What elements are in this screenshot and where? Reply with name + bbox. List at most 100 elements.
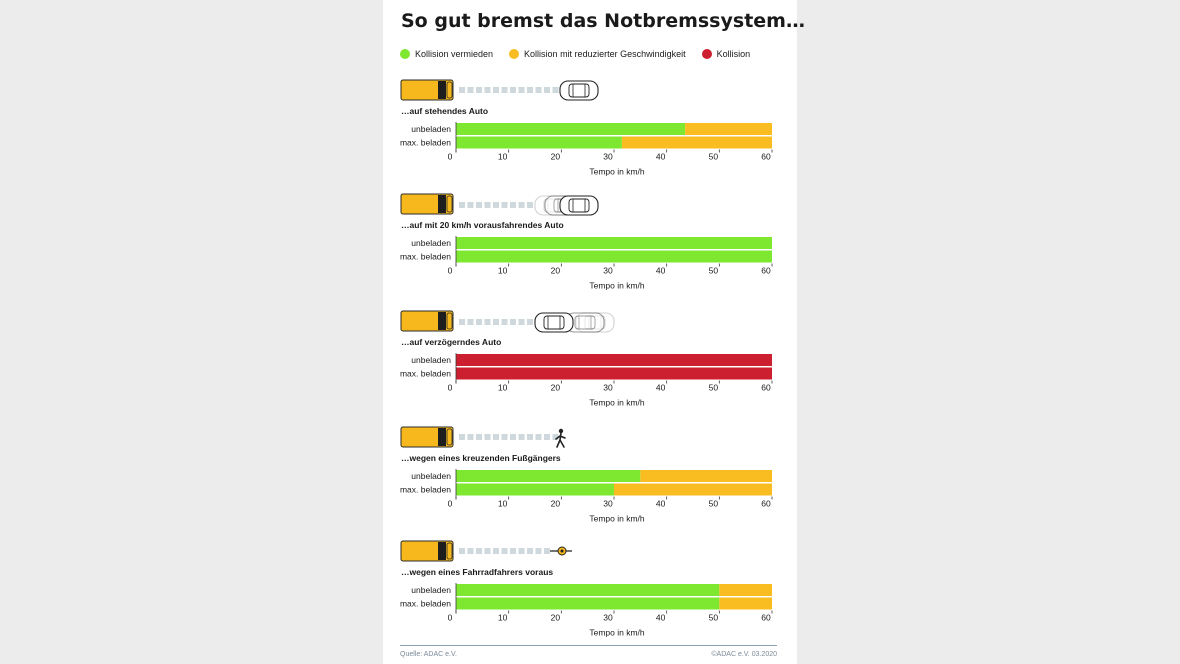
x-tick-label: 10	[498, 152, 508, 162]
motion-dash	[493, 548, 499, 554]
motion-dash	[535, 548, 542, 554]
bar-segment-avoided	[456, 250, 772, 263]
x-tick-label: 0	[448, 152, 453, 162]
x-tick-label: 30	[603, 152, 613, 162]
motion-dash	[459, 548, 465, 554]
bar-segment-reduced	[719, 597, 772, 610]
car-icon	[565, 312, 605, 333]
legend-item-avoided: Kollision vermieden	[400, 49, 493, 59]
motion-dash	[459, 87, 465, 93]
x-tick-label: 40	[656, 613, 666, 623]
chart-1: …auf stehendes Auto unbeladen max. beladen…	[400, 79, 773, 177]
bar-segment-collision	[456, 367, 772, 380]
x-axis-label: Tempo in km/h	[589, 628, 645, 638]
motion-dash	[476, 434, 482, 440]
motion-dash	[518, 548, 525, 554]
bar-segment-avoided	[456, 470, 641, 482]
chart-title: …wegen eines Fahrradfahrers voraus	[401, 567, 553, 577]
legend-swatch-reduced	[509, 49, 520, 59]
chart-5: …wegen eines Fahrradfahrers voraus unbela…	[400, 540, 773, 638]
chart-3: …auf verzögerndes Auto unbeladen max. bela…	[400, 310, 773, 408]
truck-windshield	[438, 428, 446, 446]
charts-svg: …auf stehendes Auto unbeladen max. beladen…	[400, 79, 773, 638]
x-tick-label: 40	[656, 499, 666, 509]
motion-dash	[518, 87, 525, 93]
car-outline	[575, 312, 615, 333]
motion-dash	[476, 87, 482, 93]
x-axis-label: Tempo in km/h	[589, 167, 645, 177]
cyclist-icon	[550, 546, 572, 556]
motion-dash	[476, 548, 482, 554]
car-icon	[559, 80, 599, 101]
bar-segment-reduced	[719, 584, 772, 596]
cyclist-head	[560, 549, 564, 553]
bar-segment-avoided	[456, 584, 720, 596]
motion-dash	[510, 319, 516, 325]
motion-dash	[493, 202, 499, 208]
legend-label-avoided: Kollision vermieden	[415, 49, 494, 59]
motion-dash	[544, 434, 550, 440]
motion-dash	[467, 87, 474, 93]
motion-dash	[467, 434, 474, 440]
legend: Kollision vermieden Kollision mit reduzi…	[400, 47, 766, 61]
source-note: Quelle: ADAC e.V.	[400, 651, 457, 658]
x-axis-label: Tempo in km/h	[589, 398, 645, 408]
car-cabin	[584, 315, 606, 330]
cyclist-icon	[400, 540, 572, 562]
truck-hood	[446, 542, 453, 560]
motion-dash	[518, 319, 525, 325]
motion-dash	[527, 548, 533, 554]
x-tick-label: 10	[498, 266, 508, 276]
bar-segment-avoided	[456, 123, 686, 135]
x-tick-label: 60	[761, 499, 771, 509]
x-tick-label: 20	[551, 266, 561, 276]
x-tick-label: 50	[709, 499, 719, 509]
truck-windshield	[438, 195, 446, 213]
x-tick-label: 20	[551, 152, 561, 162]
legend-label-reduced: Kollision mit reduzierter Geschwindigkei…	[524, 49, 686, 59]
bar-segment-avoided	[456, 597, 720, 610]
legend-item-collision: Kollision	[701, 49, 751, 59]
x-tick-label: 0	[448, 499, 453, 509]
bar-segment-collision	[456, 354, 772, 366]
motion-dash	[459, 319, 465, 325]
motion-dash	[552, 87, 559, 93]
category-label: max. beladen	[400, 485, 451, 495]
motion-dash	[510, 548, 516, 554]
motion-dash	[544, 87, 550, 93]
car-cabin	[568, 83, 590, 98]
bar-segment-reduced	[621, 136, 772, 149]
motion-dash	[518, 202, 525, 208]
motion-dash	[510, 87, 516, 93]
motion-dash	[501, 87, 508, 93]
x-tick-label: 10	[498, 613, 508, 623]
x-tick-label: 0	[448, 613, 453, 623]
infographic-panel: So gut bremst das Notbremssystem… Kollis…	[383, 0, 805, 664]
truck-windshield	[438, 312, 446, 330]
legend-label-collision: Kollision	[716, 49, 751, 59]
motion-dash	[484, 202, 491, 208]
motion-dash	[484, 548, 491, 554]
chart-title: …auf verzögerndes Auto	[401, 337, 501, 347]
x-tick-label: 50	[709, 266, 719, 276]
x-tick-label: 60	[761, 383, 771, 393]
motion-dash	[510, 434, 516, 440]
x-tick-label: 60	[761, 152, 771, 162]
category-label: max. beladen	[400, 138, 451, 148]
category-label: max. beladen	[400, 252, 451, 262]
copyright-note: ©ADAC e.V. 03.2020	[711, 651, 777, 658]
motion-dash	[501, 434, 508, 440]
x-tick-label: 40	[656, 266, 666, 276]
motion-dash	[535, 87, 542, 93]
motion-dash	[544, 548, 550, 554]
motion-dash	[527, 319, 533, 325]
footer-divider	[400, 645, 777, 646]
motion-dash	[510, 202, 516, 208]
car-icon	[575, 312, 615, 333]
motion-dash	[459, 434, 465, 440]
legend-swatch-avoided	[400, 49, 410, 59]
truck-windshield	[438, 542, 446, 560]
category-label: unbeladen	[411, 471, 451, 481]
truck-hood	[446, 81, 453, 99]
x-tick-label: 50	[709, 613, 719, 623]
